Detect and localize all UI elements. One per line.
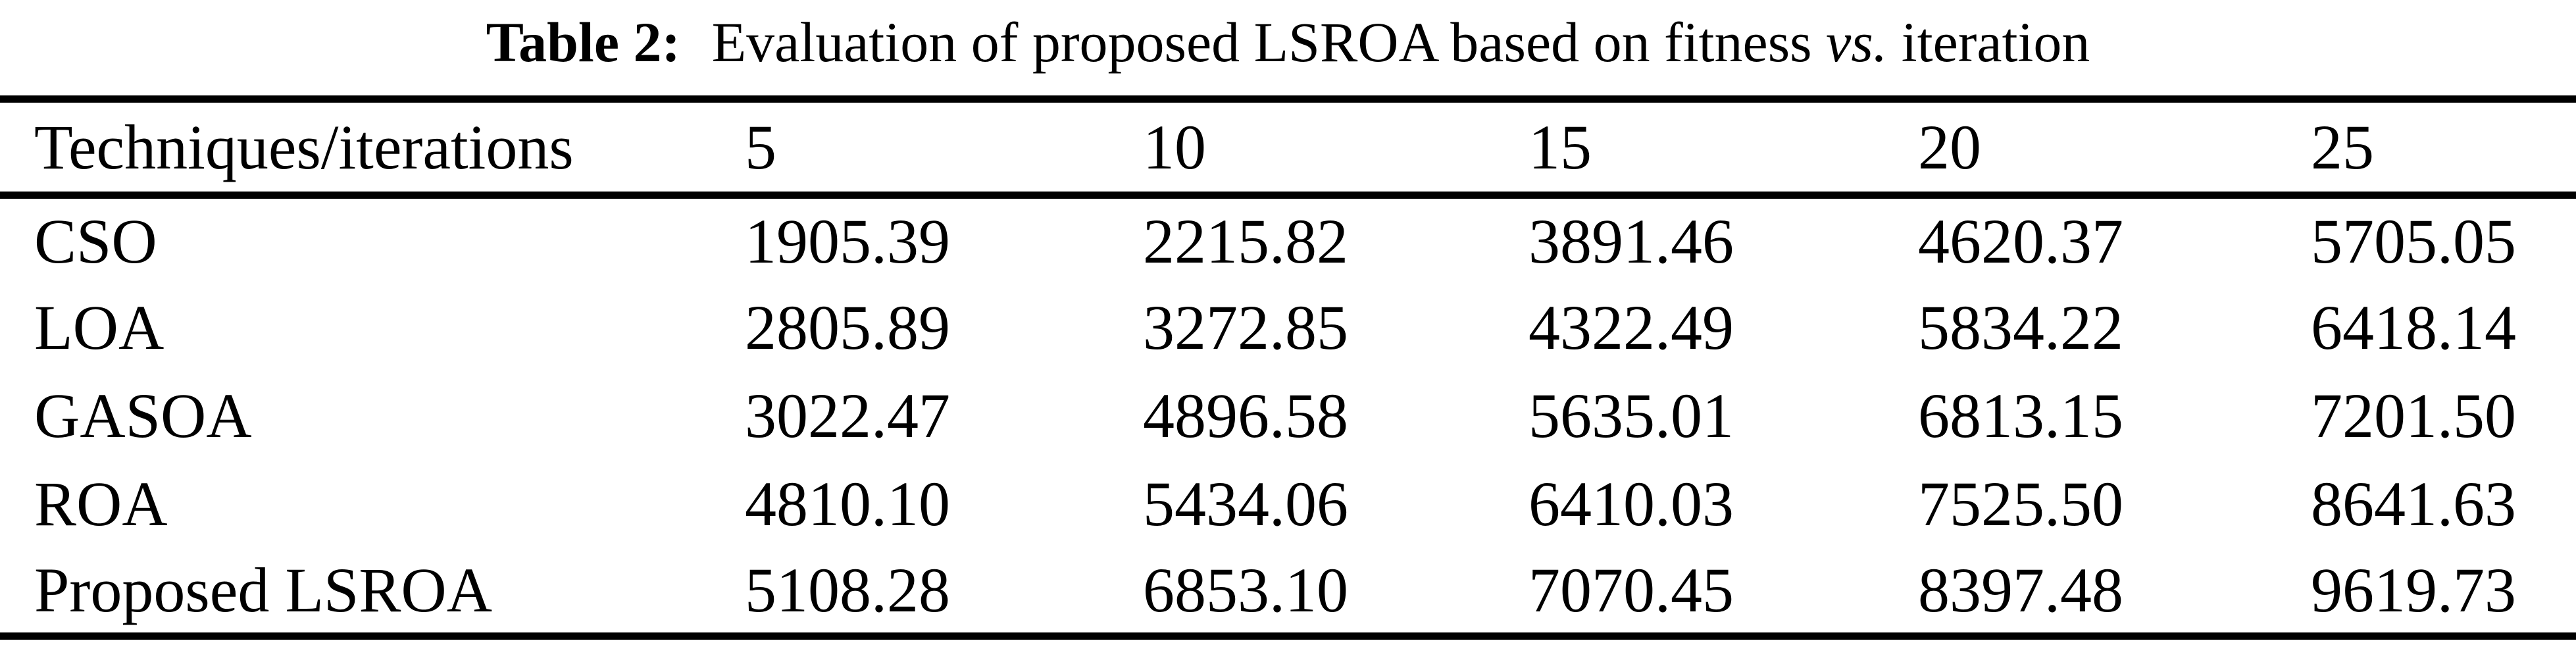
row-label: ROA	[34, 469, 168, 539]
column-header-iter-10: 10	[1143, 112, 1206, 182]
row-label: LOA	[34, 292, 164, 363]
table-caption-label: Table 2:	[486, 11, 681, 74]
value-cell: 7525.50	[1918, 469, 2123, 539]
column-header-iter-20: 20	[1918, 112, 1981, 182]
row-label: CSO	[34, 205, 157, 276]
value-cell: 7201.50	[2311, 380, 2516, 451]
value-cell: 5705.05	[2311, 205, 2516, 276]
value-cell: 4322.49	[1528, 292, 1734, 363]
table-header-row-group: Techniques/iterations 5 10 15 20 25	[0, 99, 2576, 195]
value-cell: 5834.22	[1918, 292, 2123, 363]
value-cell: 9619.73	[2311, 555, 2516, 626]
table-row-cso: CSO 1905.39 2215.82 3891.46 4620.37 5705…	[0, 195, 2576, 284]
value-cell: 3272.85	[1143, 292, 1348, 363]
table-caption-text-after: iteration	[1901, 11, 2090, 74]
value-cell: 6813.15	[1918, 380, 2123, 451]
table-row-roa: ROA 4810.10 5434.06 6410.03 7525.50 8641…	[0, 460, 2576, 548]
value-cell: 6410.03	[1528, 469, 1734, 539]
table-row-gasoa: GASOA 3022.47 4896.58 5635.01 6813.15 72…	[0, 372, 2576, 460]
row-label: Proposed LSROA	[34, 555, 493, 626]
column-header-iter-5: 5	[745, 112, 776, 182]
value-cell: 8641.63	[2311, 469, 2516, 539]
value-cell: 5635.01	[1528, 380, 1734, 451]
value-cell: 6418.14	[2311, 292, 2516, 363]
value-cell: 4810.10	[745, 469, 950, 539]
value-cell: 5434.06	[1143, 469, 1348, 539]
value-cell: 4620.37	[1918, 205, 2123, 276]
table-row-proposed-lsroa: Proposed LSROA 5108.28 6853.10 7070.45 8…	[0, 548, 2576, 636]
column-header-iter-15: 15	[1528, 112, 1592, 182]
value-cell: 6853.10	[1143, 555, 1348, 626]
table-caption-text-before: Evaluation of proposed LSROA based on fi…	[711, 11, 1812, 74]
results-table: Techniques/iterations 5 10 15 20 25 CSO …	[0, 95, 2576, 640]
value-cell: 2805.89	[745, 292, 950, 363]
table-body: CSO 1905.39 2215.82 3891.46 4620.37 5705…	[0, 195, 2576, 636]
value-cell: 8397.48	[1918, 555, 2123, 626]
value-cell: 1905.39	[745, 205, 950, 276]
value-cell: 2215.82	[1143, 205, 1348, 276]
table-row-loa: LOA 2805.89 3272.85 4322.49 5834.22 6418…	[0, 284, 2576, 372]
column-header-techniques: Techniques/iterations	[34, 112, 574, 182]
value-cell: 3891.46	[1528, 205, 1734, 276]
value-cell: 7070.45	[1528, 555, 1734, 626]
value-cell: 4896.58	[1143, 380, 1348, 451]
table-header-row: Techniques/iterations 5 10 15 20 25	[0, 99, 2576, 195]
value-cell: 5108.28	[745, 555, 950, 626]
row-label: GASOA	[34, 380, 252, 451]
table-caption: Table 2: Evaluation of proposed LSROA ba…	[0, 4, 2576, 80]
column-header-iter-25: 25	[2311, 112, 2374, 182]
value-cell: 3022.47	[745, 380, 950, 451]
table-caption-italic-vs: vs.	[1826, 11, 1888, 74]
